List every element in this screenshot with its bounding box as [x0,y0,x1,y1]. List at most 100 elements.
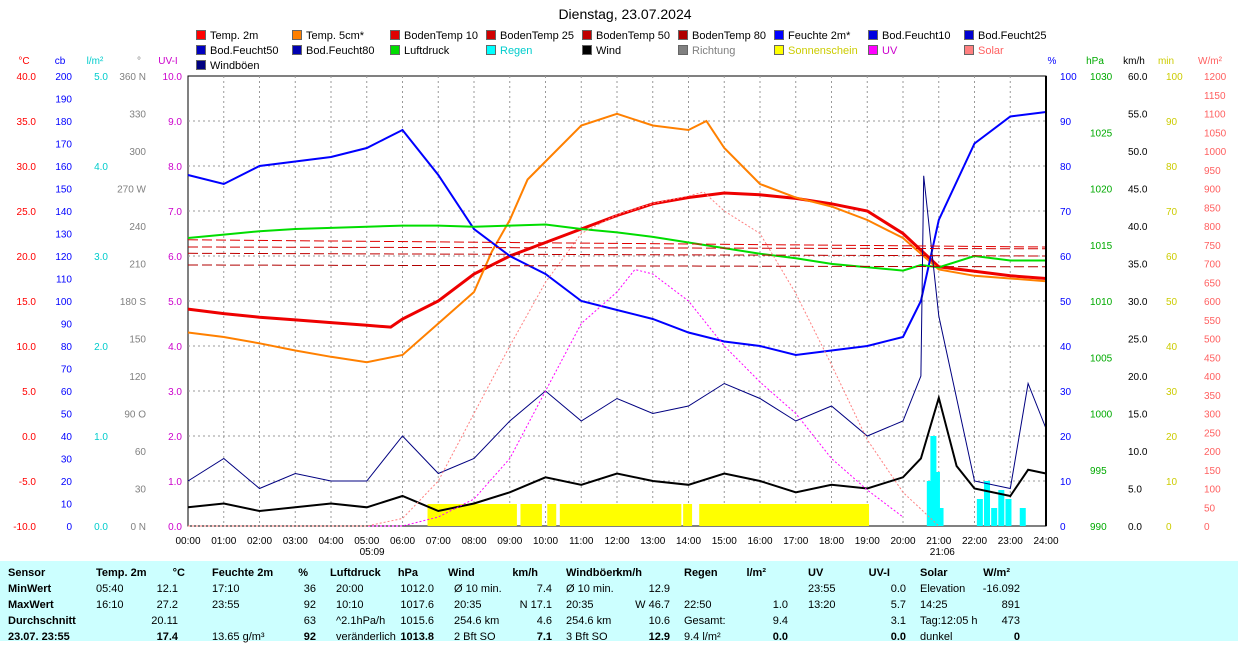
rain-bar [991,508,998,526]
stats-cell: 05:40 [96,583,124,595]
y-tick-label: 3.0 [168,387,182,398]
stats-cell: 92 [303,599,316,611]
y-tick-label: 300 [129,147,146,158]
y-tick-label: 150 [1204,466,1221,477]
y-tick-label: 40 [1166,342,1178,353]
y-tick-label: 170 [55,140,72,151]
stats-cell: 1.0 [772,599,788,611]
y-tick-label: 20.0 [1128,372,1148,383]
y-tick-label: 30 [135,485,147,496]
y-tick-label: 15.0 [1128,410,1148,421]
y-tick-label: 100 [55,297,72,308]
stats-cell: 1015.6 [400,615,434,627]
series-uv [188,268,904,527]
y-tick-label: 140 [55,207,72,218]
rain-bar [1019,508,1026,526]
legend-item: Sonnenschein [774,44,858,58]
legend-item: Richtung [678,44,735,58]
stats-cell: 92 [303,631,316,643]
sunrise-label: 05:09 [360,547,385,558]
y-tick-label: 180 [55,117,72,128]
stats-cell: 13.65 g/m³ [212,631,265,643]
legend-label: BodenTemp 80 [692,30,766,42]
stats-cell: 3 Bft SO [566,631,608,643]
legend-label: Bod.Feucht50 [210,45,279,57]
y-tick-label: 4.0 [94,162,108,173]
y-tick-label: 60 [61,387,73,398]
y-tick-label: 25.0 [1128,335,1148,346]
legend-item: Solar [964,44,1004,58]
x-tick-label: 20:00 [890,536,915,547]
y-tick-label: 45.0 [1128,185,1148,196]
y-tick-label: 100 [1166,72,1183,83]
stats-cell: 14:25 [920,599,948,611]
stats-cell: 0.0 [772,631,788,643]
axis-unit: °C [18,56,29,67]
stats-cell: 1017.6 [400,599,434,611]
legend-item: BodenTemp 10 [390,29,478,43]
legend-swatch [774,30,784,40]
y-tick-label: 90 [1060,117,1072,128]
stats-cell: 1013.8 [400,631,434,643]
axis-uv: 10.0 9.0 8.0 7.0 6.0 5.0 4.0 3.0 2.0 1.0 0.0 UV-I [158,56,182,533]
y-tick-label: 330 [129,110,146,121]
y-tick-label: 1050 [1204,128,1227,139]
legend-swatch [964,30,974,40]
legend-swatch [390,30,400,40]
stats-header: Feuchte 2m [212,567,274,579]
x-tick-label: 02:00 [247,536,272,547]
stats-cell: 20:35 [454,599,482,611]
y-tick-label: 55.0 [1128,110,1148,121]
y-tick-label: 50.0 [1128,147,1148,158]
stats-cell: 27.2 [156,599,178,611]
series-bodentemp-25 [187,246,1047,250]
stats-header: Temp. 2m [96,567,147,579]
y-tick-label: 0.0 [22,432,36,443]
y-tick-label: 700 [1204,260,1221,271]
legend-item: Feuchte 2m* [774,29,850,43]
legend-item: Temp. 5cm* [292,29,364,43]
legend-label: Luftdruck [404,45,450,57]
x-tick-label: 09:00 [497,536,522,547]
stats-cell: veränderlich [336,631,396,643]
stats-cell: 1012.0 [400,583,434,595]
y-tick-label: 30 [1060,387,1072,398]
legend-item: Bod.Feucht25 [964,29,1047,43]
legend-label: Regen [500,45,533,57]
stats-header: Sensor [8,567,46,579]
y-tick-label: 30 [1166,387,1178,398]
stats-cell: 13:20 [808,599,836,611]
legend-label: BodenTemp 25 [500,30,574,42]
stats-cell: Gesamt: [684,615,726,627]
y-tick-label: 5.0 [22,387,36,398]
y-tick-label: 70 [1166,207,1178,218]
stats-cell: N 17.1 [519,599,552,611]
y-tick-label: 20 [61,477,73,488]
stats-cell: 3.1 [890,615,906,627]
y-tick-label: 80 [1060,162,1072,173]
y-tick-label: 1.0 [94,432,108,443]
legend-item: Regen [486,44,532,58]
stats-cell: Elevation [920,583,966,595]
legend-item: Temp. 2m [196,29,258,43]
x-axis: 00:00 01:00 02:00 03:00 04:00 05:00 06:00 07:00… [175,536,1058,547]
stats-cell: 63 [303,615,316,627]
series-bodentemp-80 [187,264,1047,268]
stats-cell: 0.0 [890,583,906,595]
legend-swatch [582,45,592,55]
x-tick-label: 08:00 [461,536,486,547]
stats-header: W/m² [983,567,1010,579]
rain-bar [976,499,983,526]
y-tick-label: 180 S [120,297,146,308]
y-tick-label: 1200 [1204,72,1227,83]
y-tick-label: 35.0 [1128,260,1148,271]
stats-cell: dunkel [920,631,953,643]
axis-rain: 5.0 4.0 3.0 2.0 1.0 0.0 l/m² [87,56,109,533]
stats-cell: 20.11 [151,615,178,627]
stats-header: Regen [684,567,718,579]
x-tick-label: 12:00 [604,536,629,547]
legend-label: Feuchte 2m* [788,30,851,42]
stats-cell: 473 [1001,615,1020,627]
stats-cell: 891 [1001,599,1020,611]
